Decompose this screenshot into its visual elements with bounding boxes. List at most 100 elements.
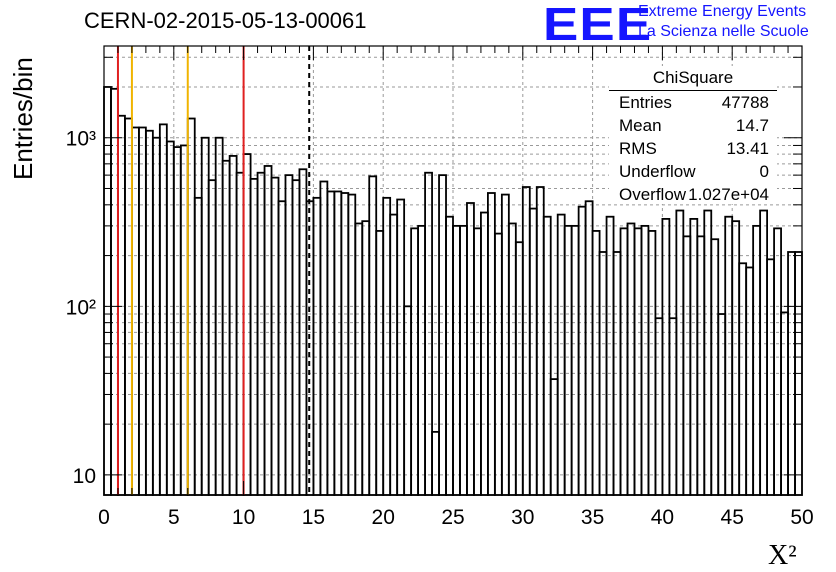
histogram-bar bbox=[110, 87, 119, 496]
histogram-bar bbox=[752, 224, 762, 496]
stats-row-rms: RMS 13.41 bbox=[619, 139, 769, 161]
chart-title: CERN-02-2015-05-13-00061 bbox=[84, 8, 367, 33]
histogram-bar bbox=[542, 215, 552, 496]
stats-value: 0 bbox=[759, 162, 769, 181]
stats-value: 1.027e+04 bbox=[688, 185, 769, 204]
histogram-bar bbox=[640, 224, 650, 496]
histogram-bar bbox=[438, 174, 447, 496]
stats-key: Mean bbox=[619, 116, 662, 135]
histogram-bar bbox=[361, 220, 371, 496]
stats-key: RMS bbox=[619, 139, 657, 158]
histogram-bar bbox=[347, 193, 357, 496]
histogram-bar bbox=[647, 230, 657, 496]
histogram-bar bbox=[117, 114, 126, 496]
histogram-bar bbox=[431, 430, 440, 496]
histogram-bar bbox=[256, 171, 266, 496]
x-tick-label: 35 bbox=[581, 506, 604, 529]
histogram-bar bbox=[445, 215, 454, 496]
histogram-bar bbox=[710, 238, 720, 496]
histogram-bar bbox=[480, 211, 489, 496]
histogram-bar bbox=[759, 209, 768, 496]
histogram-bar bbox=[556, 213, 566, 496]
histogram-bar bbox=[493, 232, 503, 496]
histogram-bar bbox=[200, 136, 210, 496]
histogram-bar bbox=[284, 174, 294, 496]
histogram-bar bbox=[535, 186, 545, 496]
histogram-bar bbox=[235, 171, 245, 496]
histogram-bar bbox=[228, 155, 238, 496]
histogram-bar bbox=[214, 136, 224, 496]
histogram-bar bbox=[452, 224, 461, 496]
y-tick-label: 10 bbox=[73, 465, 96, 488]
histogram-bar bbox=[738, 262, 748, 496]
histogram-bar bbox=[570, 224, 580, 496]
histogram-bar bbox=[396, 198, 406, 496]
histogram-bar bbox=[605, 215, 615, 496]
histogram-bar bbox=[410, 227, 419, 496]
statistics-box: ChiSquare Entries 47788 Mean 14.7 RMS 13… bbox=[609, 66, 777, 204]
histogram-bar bbox=[507, 222, 517, 496]
histogram-bar bbox=[158, 123, 168, 496]
histogram-bar bbox=[137, 126, 147, 496]
histogram-bar bbox=[724, 215, 734, 496]
stats-key: Underflow bbox=[619, 162, 696, 181]
histogram-bar bbox=[563, 224, 573, 496]
x-axis-label: X² bbox=[768, 540, 797, 571]
histogram-bar bbox=[291, 179, 301, 496]
histogram-bar bbox=[382, 196, 392, 496]
marker-lines bbox=[116, 46, 311, 495]
histogram-bar bbox=[654, 317, 664, 496]
x-tick-label: 20 bbox=[372, 506, 395, 529]
histogram-bar bbox=[591, 230, 601, 496]
histogram-bar bbox=[263, 165, 273, 496]
x-tick-label: 0 bbox=[98, 506, 110, 529]
histogram-bar bbox=[172, 146, 182, 496]
histogram-bar bbox=[703, 209, 713, 496]
histogram-bar bbox=[619, 227, 629, 496]
histogram-bar bbox=[277, 200, 287, 496]
histogram-bar bbox=[696, 235, 706, 496]
stats-value: 14.7 bbox=[735, 116, 769, 135]
stats-row-mean: Mean 14.7 bbox=[619, 116, 769, 138]
histogram-bar bbox=[459, 224, 468, 496]
x-tick-label: 50 bbox=[790, 506, 813, 529]
histogram-bar bbox=[514, 241, 524, 496]
histogram-bar bbox=[717, 313, 727, 496]
stats-row-overflow: Overflow 1.027e+04 bbox=[619, 185, 769, 207]
histogram-bar bbox=[773, 227, 782, 496]
x-tick-label: 15 bbox=[302, 506, 325, 529]
histogram-bar bbox=[668, 317, 678, 496]
histogram-bar bbox=[584, 200, 594, 496]
histogram-bar bbox=[368, 175, 378, 496]
histogram-bar bbox=[151, 136, 161, 496]
histogram-bar bbox=[144, 129, 154, 496]
histogram-bar bbox=[375, 230, 385, 496]
histogram-bar bbox=[731, 220, 741, 496]
histogram-bar bbox=[319, 180, 329, 496]
stats-divider bbox=[609, 90, 777, 91]
histogram-bar bbox=[780, 311, 789, 496]
x-tick-label: 10 bbox=[232, 506, 255, 529]
histogram-bar bbox=[165, 140, 175, 496]
histogram-bar bbox=[207, 179, 217, 496]
logo-caption-line1: Extreme Energy Events bbox=[638, 3, 807, 20]
histogram-bar bbox=[675, 209, 685, 496]
histogram-bar bbox=[466, 202, 475, 496]
histogram-bar bbox=[354, 222, 364, 496]
stats-row-entries: Entries 47788 bbox=[619, 93, 769, 115]
eee-logo: EEE bbox=[543, 0, 653, 50]
histogram-bar bbox=[270, 176, 280, 496]
x-tick-label: 30 bbox=[511, 506, 534, 529]
histogram-bar bbox=[424, 171, 433, 496]
histogram-bar bbox=[633, 227, 643, 496]
stats-row-underflow: Underflow 0 bbox=[619, 162, 769, 184]
histogram-bar bbox=[577, 205, 587, 496]
stats-value: 13.41 bbox=[726, 139, 769, 158]
histogram-bar bbox=[179, 144, 189, 496]
x-tick-label: 25 bbox=[441, 506, 464, 529]
histogram-bar bbox=[500, 193, 510, 496]
histogram-bar bbox=[417, 224, 426, 496]
histogram-bar bbox=[131, 126, 140, 496]
histogram-bar bbox=[221, 159, 231, 496]
